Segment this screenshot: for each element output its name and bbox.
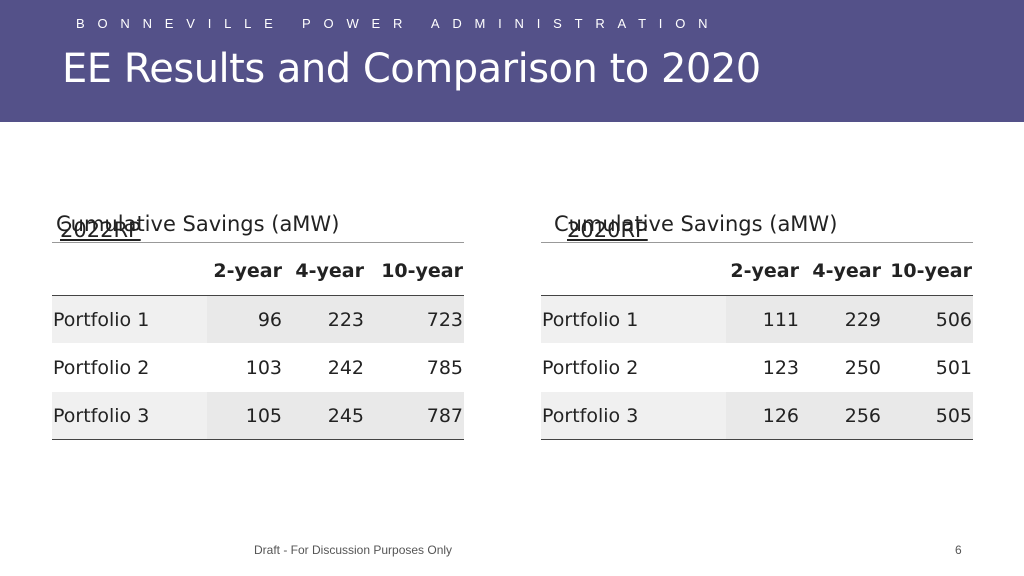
table-header-row: 2-year 4-year 10-year <box>541 243 973 296</box>
table-header-row: 2-year 4-year 10-year <box>52 243 464 296</box>
cell-4-year: 223 <box>283 295 365 344</box>
savings-table: 2-year 4-year 10-year Portfolio 1 111 22… <box>541 243 973 440</box>
row-label: Portfolio 1 <box>52 295 207 344</box>
col-header-10-year: 10-year <box>365 243 464 296</box>
row-label: Portfolio 1 <box>541 295 726 344</box>
savings-table: 2-year 4-year 10-year Portfolio 1 96 223… <box>52 243 464 440</box>
table-title: 2022RP Cumulative Savings (aMW) <box>52 206 464 243</box>
col-header-4-year: 4-year <box>800 243 882 296</box>
row-label: Portfolio 3 <box>541 391 726 440</box>
row-label: Portfolio 2 <box>541 343 726 392</box>
col-header-label <box>52 243 207 296</box>
cell-2-year: 126 <box>726 391 800 440</box>
table-title-rp: 2022RP <box>60 218 141 242</box>
row-label: Portfolio 3 <box>52 391 207 440</box>
table-row: Portfolio 2 123 250 501 <box>541 343 973 392</box>
table-2020rp: 2020RP Cumulative Savings (aMW) 2-year 4… <box>541 206 973 440</box>
cell-10-year: 723 <box>365 295 464 344</box>
table-title-rp: 2020RP <box>567 218 648 242</box>
table-title: 2020RP Cumulative Savings (aMW) <box>541 206 973 243</box>
cell-2-year: 111 <box>726 295 800 344</box>
header-banner: BONNEVILLE POWER ADMINISTRATION EE Resul… <box>0 0 1024 122</box>
footer-note: Draft - For Discussion Purposes Only <box>254 543 453 557</box>
table-row: Portfolio 1 111 229 506 <box>541 295 973 344</box>
col-header-2-year: 2-year <box>207 243 283 296</box>
col-header-label <box>541 243 726 296</box>
organization-name: BONNEVILLE POWER ADMINISTRATION <box>76 16 721 31</box>
table-2022rp: 2022RP Cumulative Savings (aMW) 2-year 4… <box>52 206 464 440</box>
cell-4-year: 242 <box>283 343 365 392</box>
col-header-10-year: 10-year <box>882 243 973 296</box>
cell-4-year: 250 <box>800 343 882 392</box>
row-label: Portfolio 2 <box>52 343 207 392</box>
slide-title: EE Results and Comparison to 2020 <box>62 46 761 92</box>
cell-10-year: 505 <box>882 391 973 440</box>
col-header-2-year: 2-year <box>726 243 800 296</box>
cell-4-year: 229 <box>800 295 882 344</box>
table-title-rest: Cumulative Savings (aMW) <box>554 212 838 236</box>
table-title-rest: Cumulative Savings (aMW) <box>56 212 340 236</box>
table-row: Portfolio 3 105 245 787 <box>52 391 464 440</box>
table-row: Portfolio 1 96 223 723 <box>52 295 464 344</box>
page-number: 6 <box>955 543 962 557</box>
col-header-4-year: 4-year <box>283 243 365 296</box>
cell-10-year: 785 <box>365 343 464 392</box>
cell-2-year: 123 <box>726 343 800 392</box>
cell-2-year: 103 <box>207 343 283 392</box>
cell-10-year: 501 <box>882 343 973 392</box>
cell-2-year: 105 <box>207 391 283 440</box>
cell-2-year: 96 <box>207 295 283 344</box>
table-row: Portfolio 3 126 256 505 <box>541 391 973 440</box>
cell-4-year: 245 <box>283 391 365 440</box>
cell-10-year: 506 <box>882 295 973 344</box>
table-row: Portfolio 2 103 242 785 <box>52 343 464 392</box>
cell-4-year: 256 <box>800 391 882 440</box>
cell-10-year: 787 <box>365 391 464 440</box>
